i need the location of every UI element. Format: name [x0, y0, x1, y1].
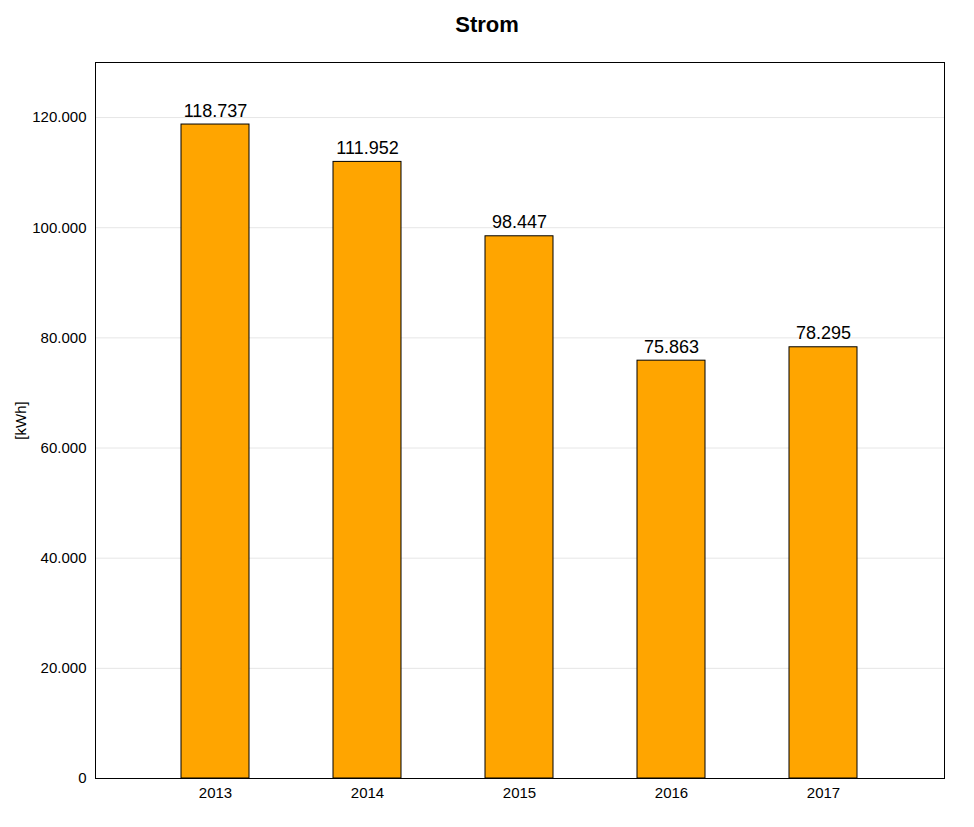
svg-text:118.737: 118.737 [184, 101, 248, 121]
svg-text:40.000: 40.000 [41, 549, 87, 566]
svg-text:98.447: 98.447 [492, 212, 547, 232]
svg-text:60.000: 60.000 [41, 439, 87, 456]
svg-text:120.000: 120.000 [32, 108, 86, 125]
svg-text:2015: 2015 [503, 784, 536, 801]
svg-text:2017: 2017 [807, 784, 840, 801]
svg-text:2013: 2013 [199, 784, 232, 801]
svg-text:100.000: 100.000 [32, 219, 86, 236]
svg-text:[kWh]: [kWh] [12, 401, 29, 439]
svg-text:80.000: 80.000 [41, 329, 87, 346]
svg-text:20.000: 20.000 [41, 659, 87, 676]
svg-text:111.952: 111.952 [336, 138, 398, 158]
html-text:Strom: Strom [455, 12, 519, 37]
svg-text:2014: 2014 [351, 784, 384, 801]
svg-text:0: 0 [78, 769, 86, 786]
svg-text:75.863: 75.863 [644, 337, 699, 357]
svg-text:78.295: 78.295 [796, 323, 851, 343]
svg-text:2016: 2016 [655, 784, 688, 801]
